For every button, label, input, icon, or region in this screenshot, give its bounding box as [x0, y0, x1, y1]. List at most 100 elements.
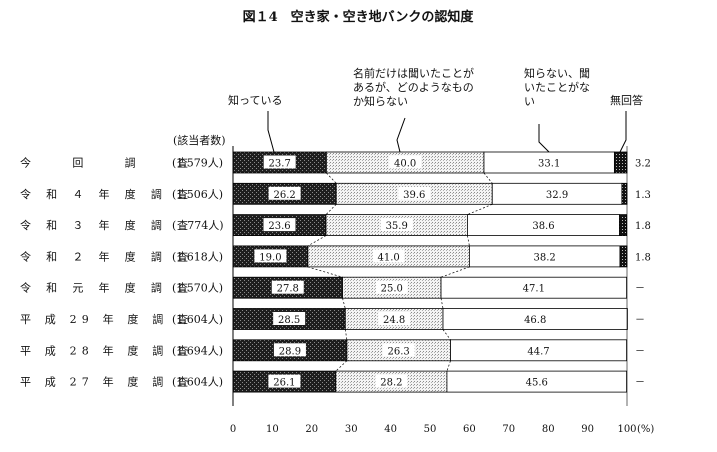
value-label-bg	[528, 249, 561, 263]
value-label: 33.1	[538, 159, 560, 170]
value-label-na: －	[635, 346, 645, 357]
value-label: 39.6	[403, 190, 425, 201]
value-label-bg	[375, 280, 408, 294]
legend-leader-line	[619, 111, 627, 153]
value-label: 47.1	[523, 284, 545, 295]
legend-label: 知らない、聞	[524, 66, 590, 80]
category-label: 令 和 元 年 度 調 査	[20, 281, 188, 295]
legend-label: あるが、どのようなもの	[353, 80, 474, 94]
legend-label: か知らない	[353, 94, 408, 108]
connector-line	[446, 360, 451, 372]
value-label: 44.7	[527, 346, 549, 357]
legend-leader-line	[267, 111, 275, 153]
x-tick-label: 100	[617, 424, 636, 435]
bar-4	[613, 151, 628, 174]
value-label: 24.8	[383, 315, 405, 326]
connector-line	[344, 329, 348, 340]
value-label: 28.2	[380, 378, 402, 389]
connector-line	[483, 172, 493, 184]
value-label-bg	[273, 312, 306, 325]
value-label-na: －	[635, 315, 645, 326]
value-label-bg	[380, 218, 413, 232]
connector-line	[307, 266, 343, 278]
value-label-bg	[519, 312, 552, 325]
category-label: 今 回 調 査	[20, 156, 188, 170]
value-label-bg	[522, 343, 555, 357]
connector-line	[440, 266, 470, 278]
count-label: ( 774人)	[172, 219, 224, 232]
value-label: 26.2	[273, 190, 295, 201]
value-label-bg	[254, 249, 287, 263]
x-tick-label: 60	[463, 424, 476, 435]
x-tick-label: 20	[305, 424, 318, 435]
category-label: 令 和 ３ 年 度 調 査	[20, 218, 188, 232]
value-label: 40.0	[394, 159, 416, 170]
value-label: 23.6	[268, 221, 290, 232]
value-label-bg	[541, 186, 574, 200]
value-label: 26.3	[388, 346, 410, 357]
value-label: 28.5	[278, 315, 300, 326]
connector-line	[440, 298, 444, 309]
value-label: 45.6	[526, 378, 548, 389]
category-label: 平 成 29 年 度 調 査	[20, 312, 188, 326]
value-label-bg	[273, 343, 306, 357]
value-label-bg	[398, 186, 431, 200]
x-tick-label: 0	[230, 424, 236, 435]
x-tick-label: 80	[542, 424, 555, 435]
category-label: 平 成 27 年 度 調 査	[20, 375, 188, 389]
value-label: 26.1	[273, 378, 295, 389]
legend-label: 無回答	[610, 93, 643, 107]
count-label: (1,506人)	[172, 188, 223, 201]
count-label: (1,618人)	[172, 250, 223, 263]
value-label: 38.6	[532, 221, 554, 232]
category-label: 令 和 ４ 年 度 調 査	[20, 187, 188, 201]
legend-leader-line	[538, 124, 550, 153]
value-label-bg	[271, 280, 304, 294]
connector-line	[325, 204, 337, 215]
x-tick-label: 10	[266, 424, 279, 435]
value-label-na: 1.3	[635, 190, 651, 201]
value-label-bg	[520, 374, 553, 388]
connector-line	[335, 360, 348, 372]
value-label: 46.8	[524, 315, 546, 326]
value-label-bg	[263, 218, 296, 232]
connector-line	[467, 203, 493, 215]
value-label: 25.0	[381, 284, 403, 295]
x-unit-label: (%)	[637, 424, 654, 435]
x-tick-label: 70	[502, 424, 515, 435]
count-label: (1,604人)	[172, 313, 223, 326]
category-label: 平 成 28 年 度 調 査	[20, 343, 188, 357]
value-label-bg	[375, 374, 408, 388]
bars: 今 回 調 査(1,579人) 23.7 40.0 33.1 3.2 令 和 ４ 年 度 …	[20, 151, 651, 393]
legend-leader-line	[396, 117, 406, 153]
value-label-na: 1.8	[635, 252, 651, 263]
value-label-bg	[527, 218, 560, 232]
value-label: 19.0	[259, 252, 281, 263]
bar-4	[619, 214, 628, 237]
value-label: 28.9	[279, 346, 301, 357]
value-label-na: 1.8	[635, 221, 651, 232]
connector-line	[326, 172, 337, 184]
bar-4	[621, 182, 628, 205]
chart-title: 図１4 空き家・空き地バンクの認知度	[243, 9, 475, 25]
x-tick-label: 90	[581, 424, 594, 435]
count-label: (1,694人)	[172, 344, 223, 357]
legend-label: 知っている	[228, 93, 282, 107]
connector-line	[467, 235, 470, 246]
value-label-bg	[389, 155, 422, 169]
value-label-bg	[372, 249, 405, 263]
value-label-bg	[517, 280, 550, 294]
x-tick-label: 30	[345, 424, 358, 435]
legend-label: いたことがな	[524, 80, 590, 94]
bar-4	[619, 245, 628, 268]
value-label: 35.9	[386, 221, 408, 232]
value-label-na: 3.2	[635, 159, 651, 170]
x-axis: 0 10 20 30 40 50 60 70 80 90 100 (%)	[230, 146, 654, 435]
value-label-bg	[382, 343, 415, 357]
connector-line	[442, 329, 451, 341]
value-label-bg	[263, 155, 296, 169]
value-label-bg	[268, 374, 301, 388]
value-label: 38.2	[534, 252, 556, 263]
